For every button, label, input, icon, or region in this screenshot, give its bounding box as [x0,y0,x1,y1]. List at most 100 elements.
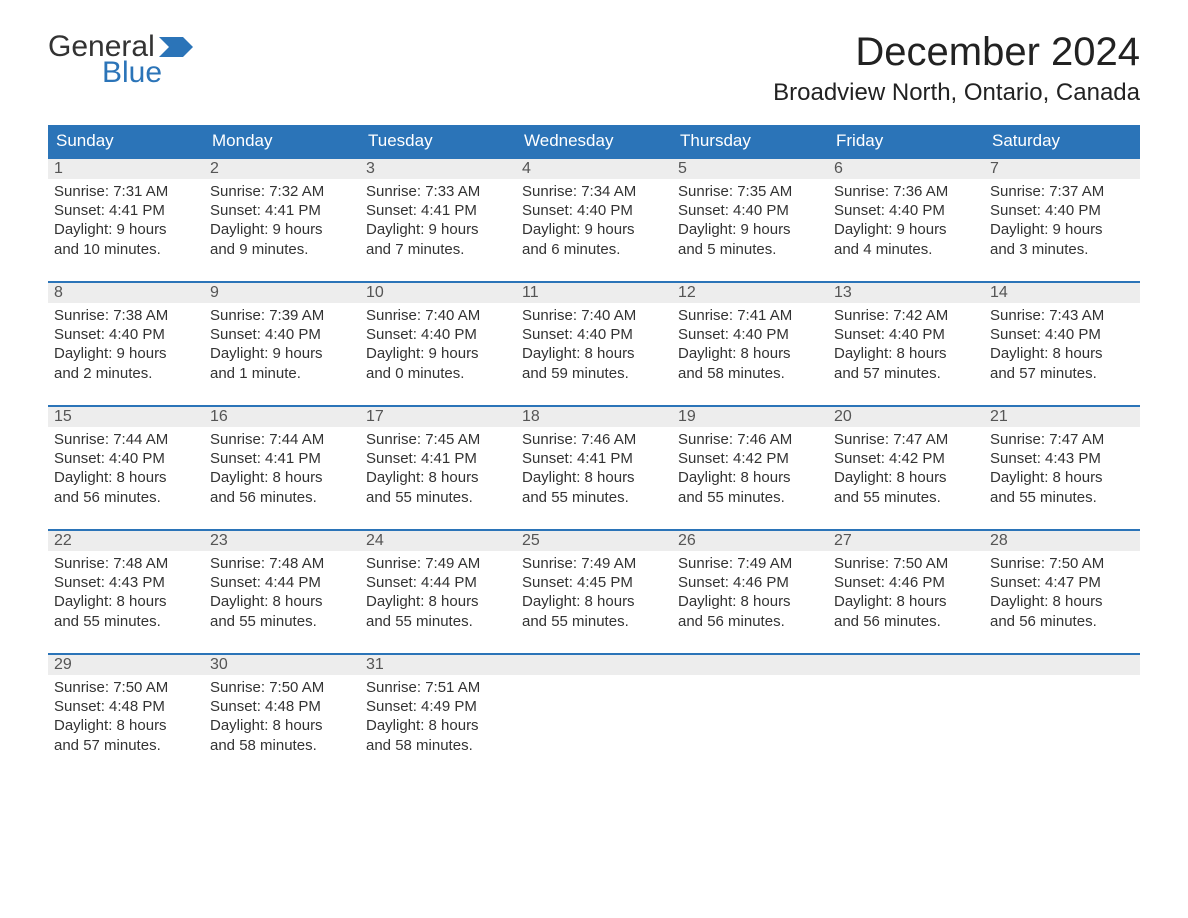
daylight-line2: and 58 minutes. [678,364,822,383]
day-cell: 12Sunrise: 7:41 AMSunset: 4:40 PMDayligh… [672,283,828,405]
daylight-line1: Daylight: 8 hours [522,344,666,363]
daylight-line1: Daylight: 8 hours [678,592,822,611]
sunrise-line: Sunrise: 7:50 AM [834,554,978,573]
daylight-line2: and 55 minutes. [54,612,198,631]
day-body: Sunrise: 7:37 AMSunset: 4:40 PMDaylight:… [984,179,1140,267]
day-cell: 24Sunrise: 7:49 AMSunset: 4:44 PMDayligh… [360,531,516,653]
daylight-line1: Daylight: 8 hours [210,468,354,487]
daylight-line2: and 0 minutes. [366,364,510,383]
flag-icon [159,37,193,57]
sunset-line: Sunset: 4:41 PM [366,201,510,220]
sunrise-line: Sunrise: 7:41 AM [678,306,822,325]
weeks-container: 1Sunrise: 7:31 AMSunset: 4:41 PMDaylight… [48,157,1140,777]
day-body: Sunrise: 7:45 AMSunset: 4:41 PMDaylight:… [360,427,516,515]
weekday-header-cell: Sunday [48,125,204,157]
sunset-line: Sunset: 4:40 PM [678,201,822,220]
sunrise-line: Sunrise: 7:43 AM [990,306,1134,325]
sunset-line: Sunset: 4:40 PM [522,325,666,344]
sunset-line: Sunset: 4:40 PM [210,325,354,344]
day-number: 5 [672,159,828,179]
daylight-line1: Daylight: 8 hours [366,716,510,735]
sunrise-line: Sunrise: 7:40 AM [366,306,510,325]
daylight-line1: Daylight: 8 hours [834,592,978,611]
title-month: December 2024 [773,30,1140,75]
day-number: 25 [516,531,672,551]
day-body: Sunrise: 7:50 AMSunset: 4:46 PMDaylight:… [828,551,984,639]
sunrise-line: Sunrise: 7:48 AM [210,554,354,573]
day-body: Sunrise: 7:50 AMSunset: 4:48 PMDaylight:… [204,675,360,763]
daylight-line2: and 7 minutes. [366,240,510,259]
day-cell [672,655,828,777]
week-row: 22Sunrise: 7:48 AMSunset: 4:43 PMDayligh… [48,529,1140,653]
day-cell: 9Sunrise: 7:39 AMSunset: 4:40 PMDaylight… [204,283,360,405]
daylight-line1: Daylight: 9 hours [54,220,198,239]
day-number: 7 [984,159,1140,179]
sunset-line: Sunset: 4:40 PM [54,325,198,344]
day-cell: 20Sunrise: 7:47 AMSunset: 4:42 PMDayligh… [828,407,984,529]
sunrise-line: Sunrise: 7:44 AM [210,430,354,449]
day-body: Sunrise: 7:46 AMSunset: 4:42 PMDaylight:… [672,427,828,515]
daylight-line2: and 55 minutes. [834,488,978,507]
daylight-line1: Daylight: 9 hours [678,220,822,239]
day-cell: 1Sunrise: 7:31 AMSunset: 4:41 PMDaylight… [48,159,204,281]
day-number: 6 [828,159,984,179]
sunrise-line: Sunrise: 7:45 AM [366,430,510,449]
day-number: 11 [516,283,672,303]
sunset-line: Sunset: 4:47 PM [990,573,1134,592]
daylight-line1: Daylight: 9 hours [834,220,978,239]
sunrise-line: Sunrise: 7:37 AM [990,182,1134,201]
sunrise-line: Sunrise: 7:47 AM [990,430,1134,449]
week-row: 1Sunrise: 7:31 AMSunset: 4:41 PMDaylight… [48,157,1140,281]
day-number [984,655,1140,675]
daylight-line2: and 55 minutes. [990,488,1134,507]
daylight-line1: Daylight: 8 hours [54,716,198,735]
day-number: 17 [360,407,516,427]
weekday-header-row: SundayMondayTuesdayWednesdayThursdayFrid… [48,125,1140,157]
sunrise-line: Sunrise: 7:49 AM [678,554,822,573]
day-cell: 27Sunrise: 7:50 AMSunset: 4:46 PMDayligh… [828,531,984,653]
daylight-line2: and 10 minutes. [54,240,198,259]
daylight-line1: Daylight: 8 hours [366,592,510,611]
sunset-line: Sunset: 4:48 PM [210,697,354,716]
calendar: SundayMondayTuesdayWednesdayThursdayFrid… [48,125,1140,777]
day-cell: 8Sunrise: 7:38 AMSunset: 4:40 PMDaylight… [48,283,204,405]
day-number [516,655,672,675]
sunset-line: Sunset: 4:41 PM [54,201,198,220]
daylight-line1: Daylight: 8 hours [990,344,1134,363]
day-cell: 10Sunrise: 7:40 AMSunset: 4:40 PMDayligh… [360,283,516,405]
day-body: Sunrise: 7:31 AMSunset: 4:41 PMDaylight:… [48,179,204,267]
daylight-line2: and 56 minutes. [990,612,1134,631]
sunrise-line: Sunrise: 7:35 AM [678,182,822,201]
day-number: 16 [204,407,360,427]
day-cell [828,655,984,777]
day-number: 20 [828,407,984,427]
day-number: 22 [48,531,204,551]
day-cell: 7Sunrise: 7:37 AMSunset: 4:40 PMDaylight… [984,159,1140,281]
sunrise-line: Sunrise: 7:51 AM [366,678,510,697]
daylight-line2: and 9 minutes. [210,240,354,259]
daylight-line1: Daylight: 9 hours [522,220,666,239]
day-number: 29 [48,655,204,675]
daylight-line2: and 58 minutes. [366,736,510,755]
day-body: Sunrise: 7:46 AMSunset: 4:41 PMDaylight:… [516,427,672,515]
sunset-line: Sunset: 4:46 PM [678,573,822,592]
daylight-line2: and 4 minutes. [834,240,978,259]
sunset-line: Sunset: 4:42 PM [834,449,978,468]
day-body: Sunrise: 7:41 AMSunset: 4:40 PMDaylight:… [672,303,828,391]
sunrise-line: Sunrise: 7:49 AM [366,554,510,573]
daylight-line1: Daylight: 9 hours [54,344,198,363]
sunrise-line: Sunrise: 7:50 AM [210,678,354,697]
day-cell: 5 Sunrise: 7:35 AMSunset: 4:40 PMDaylight… [672,159,828,281]
day-number: 31 [360,655,516,675]
day-body: Sunrise: 7:42 AMSunset: 4:40 PMDaylight:… [828,303,984,391]
weekday-header-cell: Tuesday [360,125,516,157]
sunrise-line: Sunrise: 7:42 AM [834,306,978,325]
day-number: 2 [204,159,360,179]
sunrise-line: Sunrise: 7:44 AM [54,430,198,449]
day-body: Sunrise: 7:48 AMSunset: 4:44 PMDaylight:… [204,551,360,639]
day-cell: 28Sunrise: 7:50 AMSunset: 4:47 PMDayligh… [984,531,1140,653]
weekday-header-cell: Thursday [672,125,828,157]
daylight-line1: Daylight: 8 hours [834,468,978,487]
daylight-line2: and 5 minutes. [678,240,822,259]
day-cell: 6Sunrise: 7:36 AMSunset: 4:40 PMDaylight… [828,159,984,281]
